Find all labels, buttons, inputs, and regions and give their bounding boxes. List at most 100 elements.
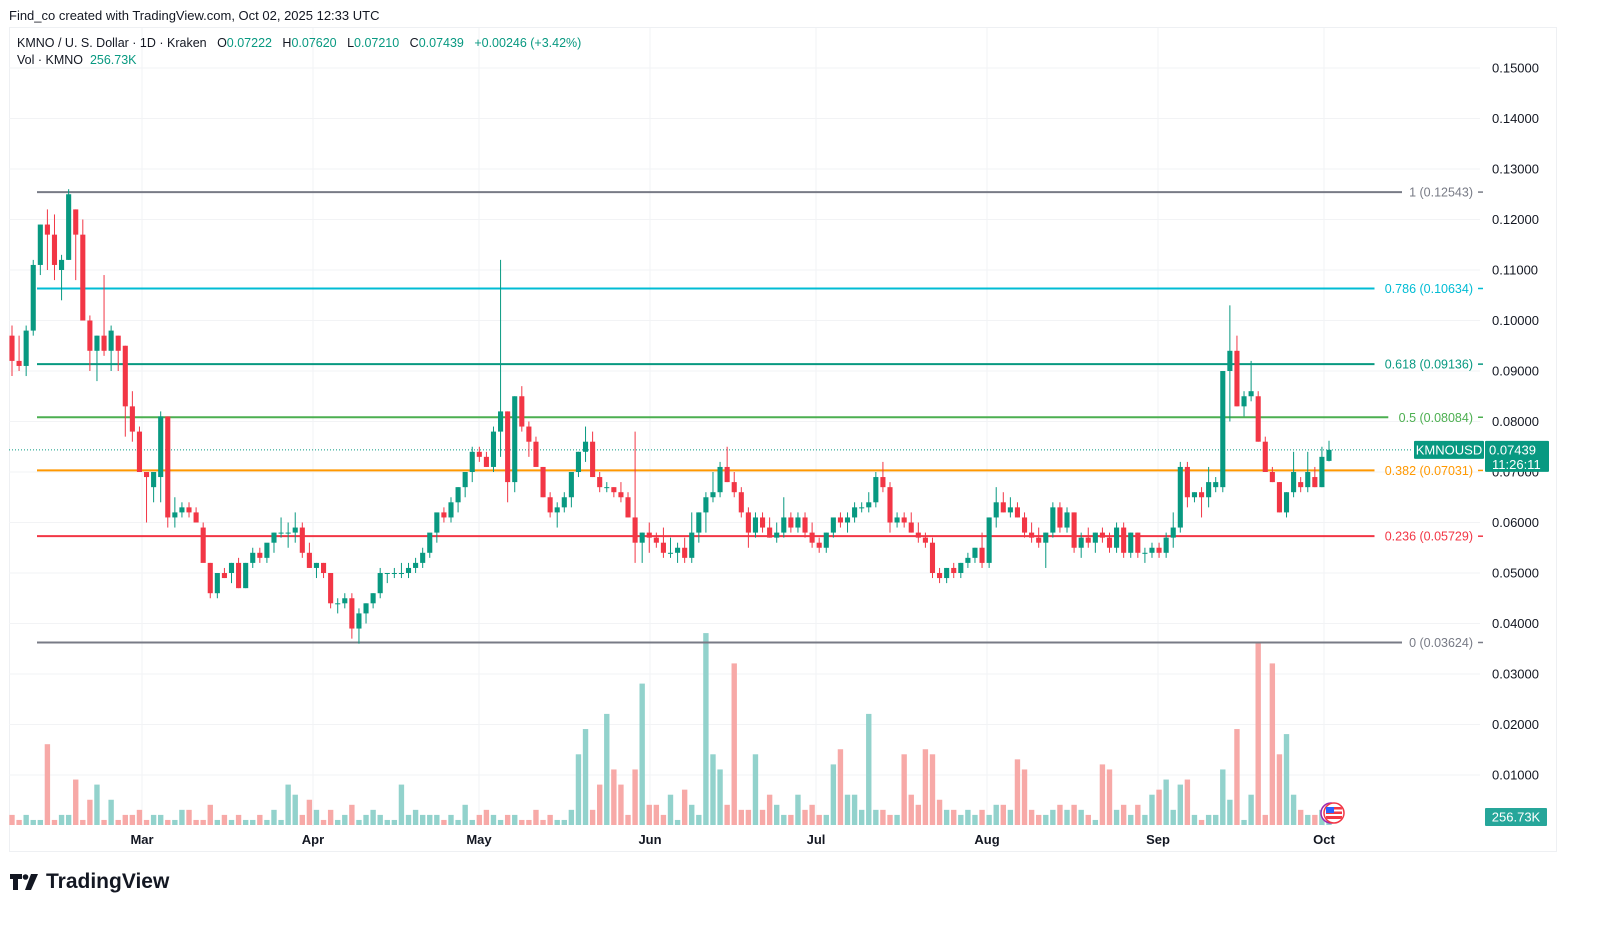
candle-body xyxy=(1021,517,1028,533)
candle-body xyxy=(880,477,886,488)
last-price-value: 0.07439 xyxy=(1489,442,1536,457)
candle-body xyxy=(724,466,730,483)
candle-body xyxy=(1262,441,1268,472)
candle-body xyxy=(1220,371,1226,488)
volume-bar xyxy=(1290,794,1297,825)
candle-body xyxy=(667,552,674,554)
fibonacci-retracement[interactable]: 1 (0.12543) 0.786 (0.10634) 0.618 (0.09136… xyxy=(37,186,1483,650)
candle-body xyxy=(9,335,15,361)
volume-bar xyxy=(469,819,475,825)
volume-bar xyxy=(483,809,490,825)
candle-body xyxy=(604,487,610,489)
candle-body xyxy=(1000,502,1006,513)
volume-bar xyxy=(122,814,128,825)
volume-bar xyxy=(299,814,305,825)
candle-body xyxy=(660,542,666,553)
volume-bar xyxy=(87,799,93,825)
volume-bar xyxy=(1184,779,1191,825)
volume-tag-value: 256.73K xyxy=(1492,810,1541,825)
candle-body xyxy=(922,537,928,543)
volume-bar xyxy=(214,819,221,825)
candle-body xyxy=(292,527,298,533)
candle-body xyxy=(830,517,836,533)
volume-bar xyxy=(866,713,872,825)
symbol-description[interactable]: KMNO / U. S. Dollar · 1D · Kraken xyxy=(17,36,207,50)
volume-bar xyxy=(625,814,631,825)
candle-body xyxy=(44,224,50,235)
volume-label[interactable]: Vol · KMNO xyxy=(17,53,83,67)
volume-bar xyxy=(512,814,518,825)
chart-legend: KMNO / U. S. Dollar · 1D · Kraken O0.072… xyxy=(17,35,581,69)
volume-row: Vol · KMNO 256.73K xyxy=(17,52,581,69)
volume-bar xyxy=(23,814,29,825)
volume-bar xyxy=(887,814,893,825)
volume-bar xyxy=(405,814,412,825)
volume-bar xyxy=(908,794,914,825)
candle-body xyxy=(1163,537,1169,553)
candle-body xyxy=(320,562,327,573)
volume-bar xyxy=(441,819,447,825)
candle-body xyxy=(1198,492,1205,498)
economic-event-flag-icon[interactable] xyxy=(1320,802,1345,824)
candle-body xyxy=(986,517,992,563)
candle-body xyxy=(788,517,794,528)
volume-bar xyxy=(1120,804,1127,825)
candle-body xyxy=(1149,547,1155,553)
x-axis-tick: Apr xyxy=(302,832,324,847)
candle-body xyxy=(1177,466,1183,528)
y-axis-tick: 0.12000 xyxy=(1492,212,1539,227)
ohlc-row: KMNO / U. S. Dollar · 1D · Kraken O0.072… xyxy=(17,36,582,50)
volume-bar xyxy=(1269,663,1276,825)
candle-body xyxy=(207,562,213,594)
candle-body xyxy=(1007,507,1013,513)
x-axis-tick: Sep xyxy=(1146,832,1170,847)
volume-bar xyxy=(873,809,879,825)
candle-body xyxy=(398,573,404,574)
volume-bar xyxy=(16,819,22,825)
volume-bar xyxy=(858,809,865,825)
candle-body xyxy=(483,456,489,467)
volume-bar xyxy=(1220,769,1226,825)
symbol-tag-text: KMNOUSD xyxy=(1416,442,1482,457)
candle-body xyxy=(441,512,447,518)
volume-bar xyxy=(816,814,822,825)
volume-bar xyxy=(1021,769,1028,825)
volume-bar xyxy=(1000,804,1006,825)
volume-bar xyxy=(94,784,100,825)
y-axis-tick: 0.15000 xyxy=(1492,61,1539,76)
candle-body xyxy=(328,573,334,604)
volume-bar xyxy=(1255,643,1261,825)
volume-bar xyxy=(1071,804,1077,825)
volume-bar xyxy=(745,809,752,825)
low-value: 0.07210 xyxy=(354,36,400,50)
y-axis-tick: 0.02000 xyxy=(1492,717,1539,732)
volume-bar xyxy=(788,814,794,825)
volume-bar xyxy=(143,819,150,825)
candle-body xyxy=(1036,537,1042,543)
volume-tag-bg xyxy=(1485,808,1547,826)
volume-bar xyxy=(1156,789,1162,825)
volume-bar xyxy=(1142,814,1148,825)
candle-body xyxy=(929,542,936,573)
candle-body xyxy=(837,517,843,523)
candle-body xyxy=(1014,507,1021,518)
volume-bar xyxy=(632,769,638,825)
volume-bar xyxy=(554,819,560,825)
candle-body xyxy=(915,532,921,538)
volume-bar xyxy=(136,809,143,825)
candle-body xyxy=(1305,472,1311,488)
x-axis-tick: Jul xyxy=(807,832,826,847)
attribution-text: Find_co created with TradingView.com, Oc… xyxy=(9,8,380,23)
volume-bar xyxy=(1085,814,1091,825)
candle-body xyxy=(965,557,971,563)
tradingview-logo[interactable]: TradingView xyxy=(10,870,169,894)
chart-frame[interactable] xyxy=(9,27,1557,852)
y-axis-tick: 0.03000 xyxy=(1492,667,1539,682)
volume-bar xyxy=(391,819,398,825)
candle-body xyxy=(738,492,744,513)
volume-bar xyxy=(504,814,511,825)
volume-bar xyxy=(1050,809,1056,825)
candle-body xyxy=(342,598,348,604)
